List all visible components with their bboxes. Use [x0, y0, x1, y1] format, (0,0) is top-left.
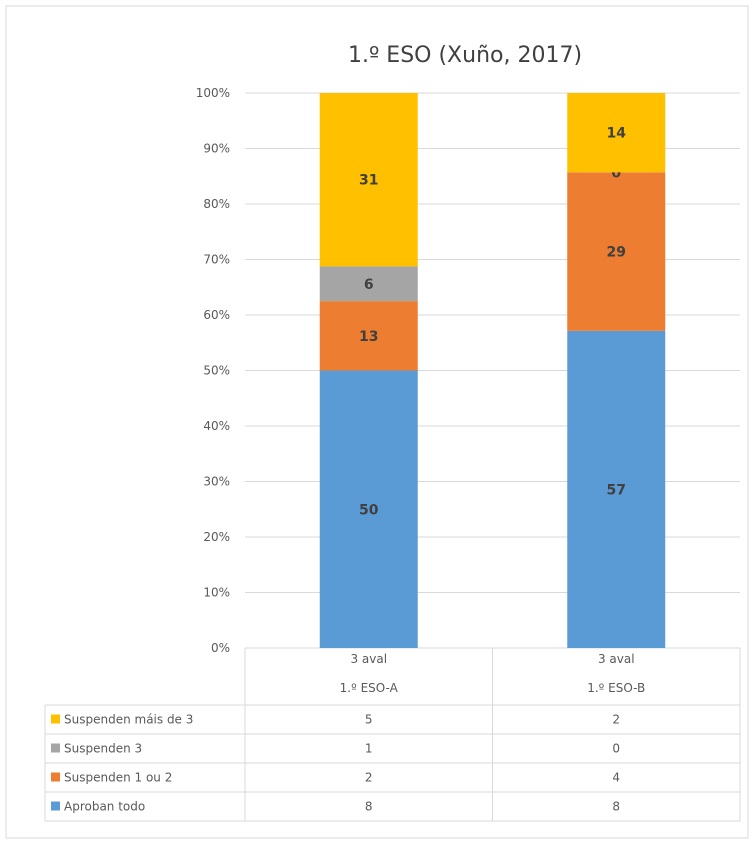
category-label: 1.º ESO-A: [340, 681, 399, 695]
chart-title: 1.º ESO (Xuño, 2017): [348, 43, 582, 68]
bar-segment: [567, 172, 666, 331]
y-tick-label: 90%: [203, 142, 230, 156]
bars: 50 13 6 31 57 29 0 14: [319, 93, 666, 648]
data-label: 29: [607, 245, 626, 261]
table-cell: 2: [612, 713, 620, 727]
y-tick-label: 100%: [196, 86, 230, 100]
table-cell: 5: [365, 713, 373, 727]
y-axis: 0% 10% 20% 30% 40% 50% 60% 70% 80% 90% 100%: [196, 86, 230, 655]
table-cell: 2: [365, 771, 373, 785]
data-label: 57: [607, 482, 626, 498]
y-tick-label: 70%: [203, 253, 230, 267]
data-label: 14: [607, 126, 627, 142]
data-label: 31: [359, 173, 378, 189]
table-cell: 8: [612, 800, 620, 814]
y-tick-label: 50%: [203, 364, 230, 378]
bar-segment: [319, 266, 418, 302]
bar-segment: [319, 93, 418, 267]
legend-key: [51, 801, 60, 811]
y-tick-label: 40%: [203, 419, 230, 433]
bar-segment: [567, 330, 666, 648]
table-cell: 0: [612, 742, 620, 756]
y-tick-label: 0%: [211, 641, 230, 655]
table-cell: 4: [612, 771, 620, 785]
category-label: 1.º ESO-B: [587, 681, 645, 695]
legend-key: [51, 743, 60, 753]
data-label: 13: [359, 329, 378, 345]
y-tick-label: 80%: [203, 197, 230, 211]
category-label: 3 aval: [598, 652, 635, 666]
bar-segment: [319, 301, 418, 371]
y-tick-label: 10%: [203, 586, 230, 600]
legend-entry: Suspenden máis de 3: [64, 713, 193, 727]
y-tick-label: 30%: [203, 475, 230, 489]
legend-key: [51, 772, 60, 782]
legend-entry: Suspenden 3: [64, 742, 142, 756]
category-label: 3 aval: [350, 652, 387, 666]
legend-entry: Aproban todo: [64, 800, 145, 814]
chart-border: [5, 5, 749, 839]
data-table: 3 aval 1.º ESO-A 3 aval 1.º ESO-B Suspenden …: [44, 648, 741, 822]
y-tick-label: 20%: [203, 530, 230, 544]
legend-entry: Suspenden 1 ou 2: [64, 771, 172, 785]
legend-key: [51, 714, 60, 724]
data-label: 6: [364, 277, 374, 293]
bar-segment: [567, 93, 666, 173]
data-label: 0: [611, 165, 621, 181]
data-label: 50: [359, 502, 379, 518]
y-tick-label: 60%: [203, 308, 230, 322]
bar-segment: [319, 370, 418, 648]
table-cell: 1: [365, 742, 373, 756]
table-cell: 8: [365, 800, 373, 814]
